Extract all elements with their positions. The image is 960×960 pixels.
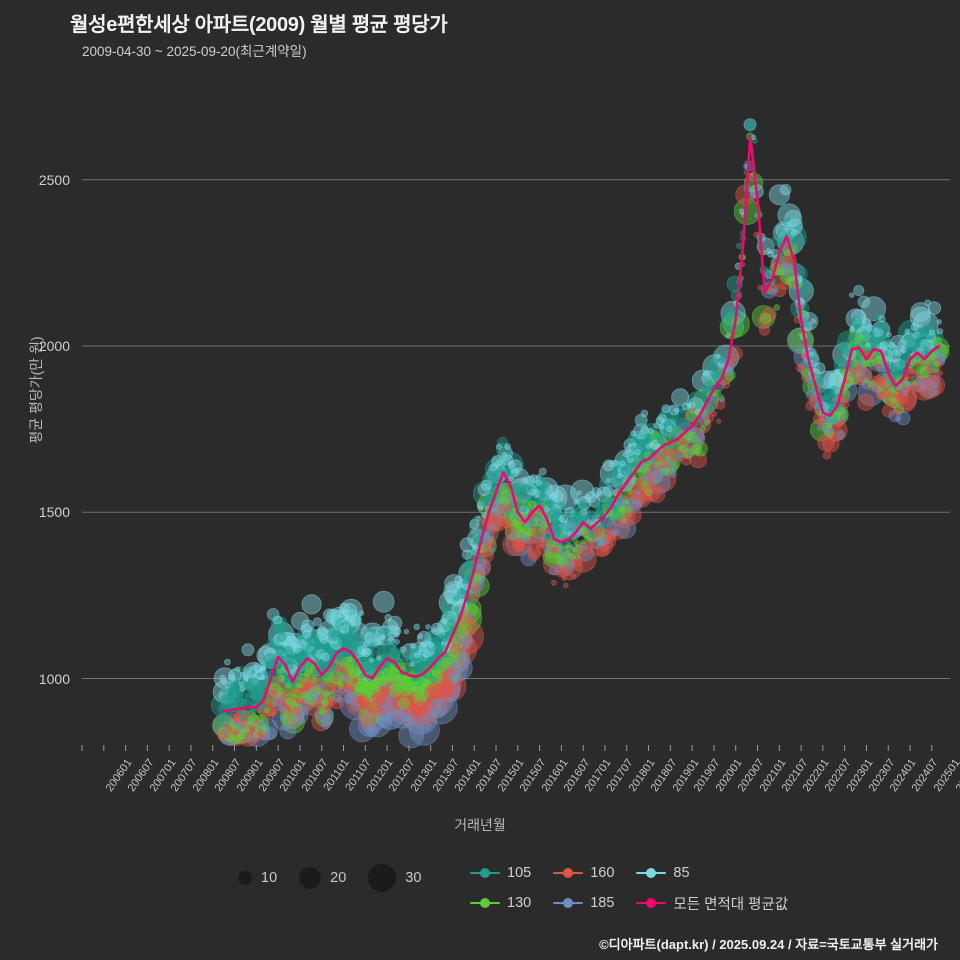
size-legend-item: 20: [299, 867, 368, 889]
size-legend-label: 20: [330, 870, 347, 886]
legend-label: 185: [590, 895, 615, 911]
legend-label: 85: [673, 865, 690, 881]
legend-label: 160: [590, 865, 615, 881]
size-legend-label: 30: [405, 870, 422, 886]
legend-label: 130: [507, 895, 532, 911]
x-axis-title: 거래년월: [454, 817, 506, 833]
legend-label: 105: [507, 865, 532, 881]
page-subtitle: 2009-04-30 ~ 2025-09-20(최근계약일): [82, 44, 307, 59]
size-legend-item: 10: [238, 870, 299, 886]
y-tick-label: 1000: [38, 670, 70, 687]
size-legend: 10 20 30: [238, 864, 443, 892]
legend-item-area-130[interactable]: 130: [470, 892, 531, 914]
legend-swatch-icon: [470, 866, 500, 880]
page-title: 월성e편한세상 아파트(2009) 월별 평균 평당가: [70, 14, 448, 36]
size-legend-bubble-icon: [368, 864, 397, 892]
size-legend-bubble-icon: [299, 867, 322, 889]
legend-item-area-85[interactable]: 85: [636, 862, 788, 884]
y-tick-label: 1500: [38, 504, 70, 521]
size-legend-item: 30: [368, 864, 443, 892]
legend-item-area-160[interactable]: 160: [553, 862, 614, 884]
legend-item-area-105[interactable]: 105: [470, 862, 531, 884]
legend-label: 모든 면적대 평균값: [673, 896, 789, 913]
legend-swatch-icon: [636, 866, 667, 880]
legend-item-area-185[interactable]: 185: [553, 892, 614, 914]
legend-swatch-icon: [553, 866, 584, 880]
legend-item-average-line[interactable]: 모든 면적대 평균값: [636, 892, 788, 914]
chart-legend: 10 20 30 105 160 85 130 185 모든 면적대 평균값: [0, 862, 960, 926]
y-axis-title: 평균 평당가(만 원): [28, 336, 44, 444]
size-legend-bubble-icon: [238, 871, 252, 885]
size-legend-label: 10: [261, 870, 278, 886]
legend-swatch-icon: [636, 896, 667, 910]
legend-swatch-icon: [553, 896, 584, 910]
y-tick-label: 2500: [38, 171, 70, 188]
footer-credit: ©디아파트(dapt.kr) / 2025.09.24 / 자료=국토교통부 실…: [599, 937, 938, 952]
color-legend: 105 160 85 130 185 모든 면적대 평균값: [470, 862, 788, 914]
legend-swatch-icon: [470, 896, 500, 910]
y-tick-label: 2000: [38, 338, 70, 354]
